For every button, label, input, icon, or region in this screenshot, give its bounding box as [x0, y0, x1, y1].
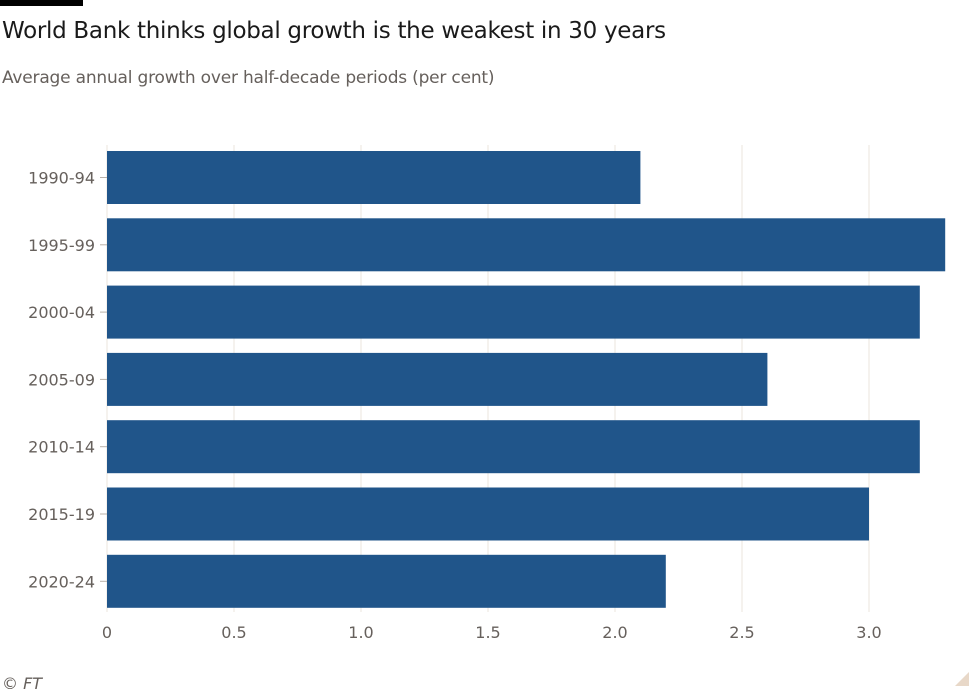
x-tick-label: 2.0 [602, 623, 627, 642]
y-tick-label: 1995-99 [28, 236, 95, 255]
y-tick-label: 1990-94 [28, 169, 95, 188]
resize-corner-icon [955, 672, 969, 686]
y-tick-label: 2005-09 [28, 370, 95, 389]
x-tick-label: 3.0 [856, 623, 881, 642]
bar-1995-99 [107, 218, 946, 272]
y-tick-label: 2020-24 [28, 572, 95, 591]
x-tick-label: 1.0 [348, 623, 373, 642]
bar-2015-19 [107, 487, 869, 541]
y-tick-label: 2015-19 [28, 505, 95, 524]
source-credit: © FT [2, 674, 43, 693]
bar-2010-14 [107, 420, 920, 474]
brand-top-bar [0, 0, 83, 6]
bar-2000-04 [107, 285, 920, 339]
y-tick-label: 2010-14 [28, 438, 95, 457]
x-tick-label: 0 [102, 623, 112, 642]
x-tick-label: 1.5 [475, 623, 500, 642]
bar-1990-94 [107, 151, 641, 204]
bar-2020-24 [107, 554, 666, 608]
bar-2005-09 [107, 352, 768, 406]
y-tick-label: 2000-04 [28, 303, 95, 322]
chart-title: World Bank thinks global growth is the w… [2, 18, 666, 44]
x-tick-label: 2.5 [729, 623, 754, 642]
x-tick-label: 0.5 [221, 623, 246, 642]
chart-subtitle: Average annual growth over half-decade p… [2, 68, 495, 88]
